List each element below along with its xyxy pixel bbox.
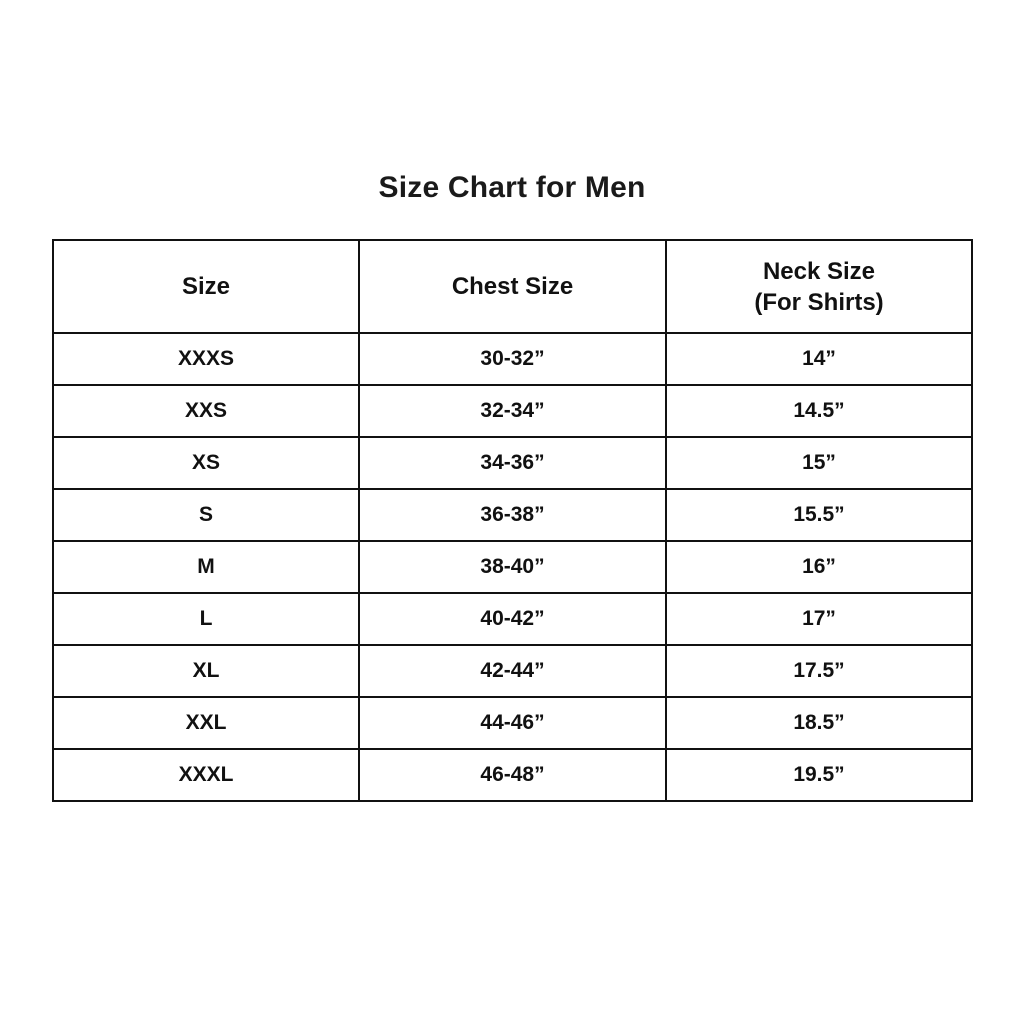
cell-neck: 16” [665, 540, 973, 594]
cell-size: L [52, 592, 360, 646]
cell-neck: 15” [665, 436, 973, 490]
table-row: S 36-38” 15.5” [52, 488, 973, 542]
column-header-neck-size: Neck Size (For Shirts) [665, 239, 973, 334]
cell-chest: 42-44” [358, 644, 667, 698]
table-row: XL 42-44” 17.5” [52, 644, 973, 698]
cell-neck: 17” [665, 592, 973, 646]
column-header-neck-size-label: Neck Size [762, 257, 876, 285]
cell-chest: 34-36” [358, 436, 667, 490]
cell-neck: 18.5” [665, 696, 973, 750]
cell-size: XL [52, 644, 360, 698]
page-title: Size Chart for Men [378, 171, 646, 204]
cell-size: XXXL [52, 748, 360, 802]
size-chart-table: Size Chest Size Neck Size (For Shirts) X… [52, 239, 973, 802]
table-row: XS 34-36” 15” [52, 436, 973, 490]
column-header-neck-size-sublabel: (For Shirts) [754, 288, 884, 316]
cell-chest: 36-38” [358, 488, 667, 542]
table-body: XXXS 30-32” 14” XXS 32-34” 14.5” XS 34-3… [52, 332, 973, 802]
cell-size: XXS [52, 384, 360, 438]
cell-size: XXL [52, 696, 360, 750]
cell-chest: 44-46” [358, 696, 667, 750]
cell-neck: 15.5” [665, 488, 973, 542]
table-row: XXXS 30-32” 14” [52, 332, 973, 386]
cell-neck: 19.5” [665, 748, 973, 802]
table-header-row: Size Chest Size Neck Size (For Shirts) [52, 239, 973, 334]
cell-neck: 17.5” [665, 644, 973, 698]
table-row: M 38-40” 16” [52, 540, 973, 594]
cell-size: M [52, 540, 360, 594]
table-row: L 40-42” 17” [52, 592, 973, 646]
cell-chest: 46-48” [358, 748, 667, 802]
column-header-chest-size-label: Chest Size [451, 273, 574, 300]
table-row: XXL 44-46” 18.5” [52, 696, 973, 750]
cell-chest: 32-34” [358, 384, 667, 438]
column-header-chest-size: Chest Size [358, 239, 667, 334]
column-header-size: Size [52, 239, 360, 334]
cell-chest: 38-40” [358, 540, 667, 594]
cell-neck: 14” [665, 332, 973, 386]
table-row: XXXL 46-48” 19.5” [52, 748, 973, 802]
column-header-size-label: Size [181, 273, 231, 300]
table-header: Size Chest Size Neck Size (For Shirts) [52, 239, 973, 334]
cell-neck: 14.5” [665, 384, 973, 438]
cell-chest: 30-32” [358, 332, 667, 386]
cell-chest: 40-42” [358, 592, 667, 646]
table-row: XXS 32-34” 14.5” [52, 384, 973, 438]
cell-size: S [52, 488, 360, 542]
cell-size: XXXS [52, 332, 360, 386]
cell-size: XS [52, 436, 360, 490]
